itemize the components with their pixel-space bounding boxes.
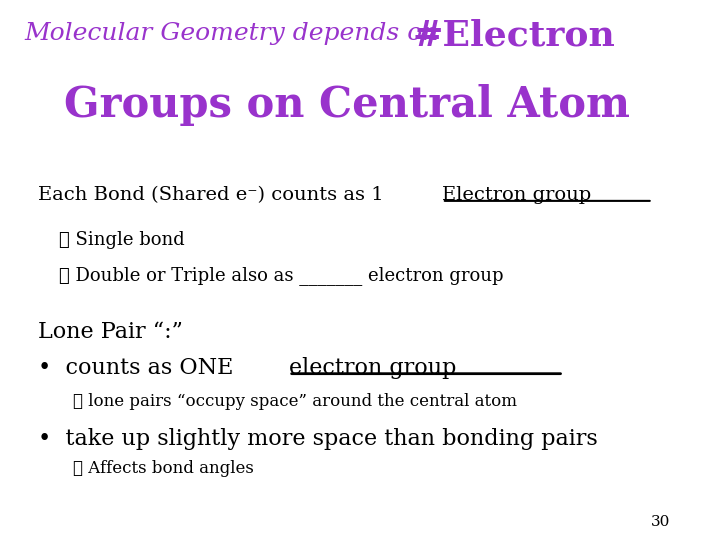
Text: ✓ Single bond: ✓ Single bond (59, 231, 184, 249)
Text: Groups on Central Atom: Groups on Central Atom (64, 84, 630, 126)
Text: Lone Pair “:”: Lone Pair “:” (38, 321, 183, 343)
Text: Molecular Geometry depends on: Molecular Geometry depends on (24, 22, 447, 45)
Text: electron group: electron group (289, 357, 456, 380)
Text: Each Bond (Shared e⁻) counts as 1: Each Bond (Shared e⁻) counts as 1 (38, 186, 390, 204)
Text: ✓ Double or Triple also as _______ electron group: ✓ Double or Triple also as _______ elect… (59, 266, 503, 285)
Text: •  counts as ONE: • counts as ONE (38, 357, 240, 380)
Text: Electron group: Electron group (442, 186, 591, 204)
Text: •  take up slightly more space than bonding pairs: • take up slightly more space than bondi… (38, 428, 598, 450)
Text: ✓ Affects bond angles: ✓ Affects bond angles (73, 460, 253, 477)
Text: 30: 30 (650, 515, 670, 529)
Text: ✓ lone pairs “occupy space” around the central atom: ✓ lone pairs “occupy space” around the c… (73, 393, 517, 410)
Text: #Electron: #Electron (413, 19, 616, 53)
